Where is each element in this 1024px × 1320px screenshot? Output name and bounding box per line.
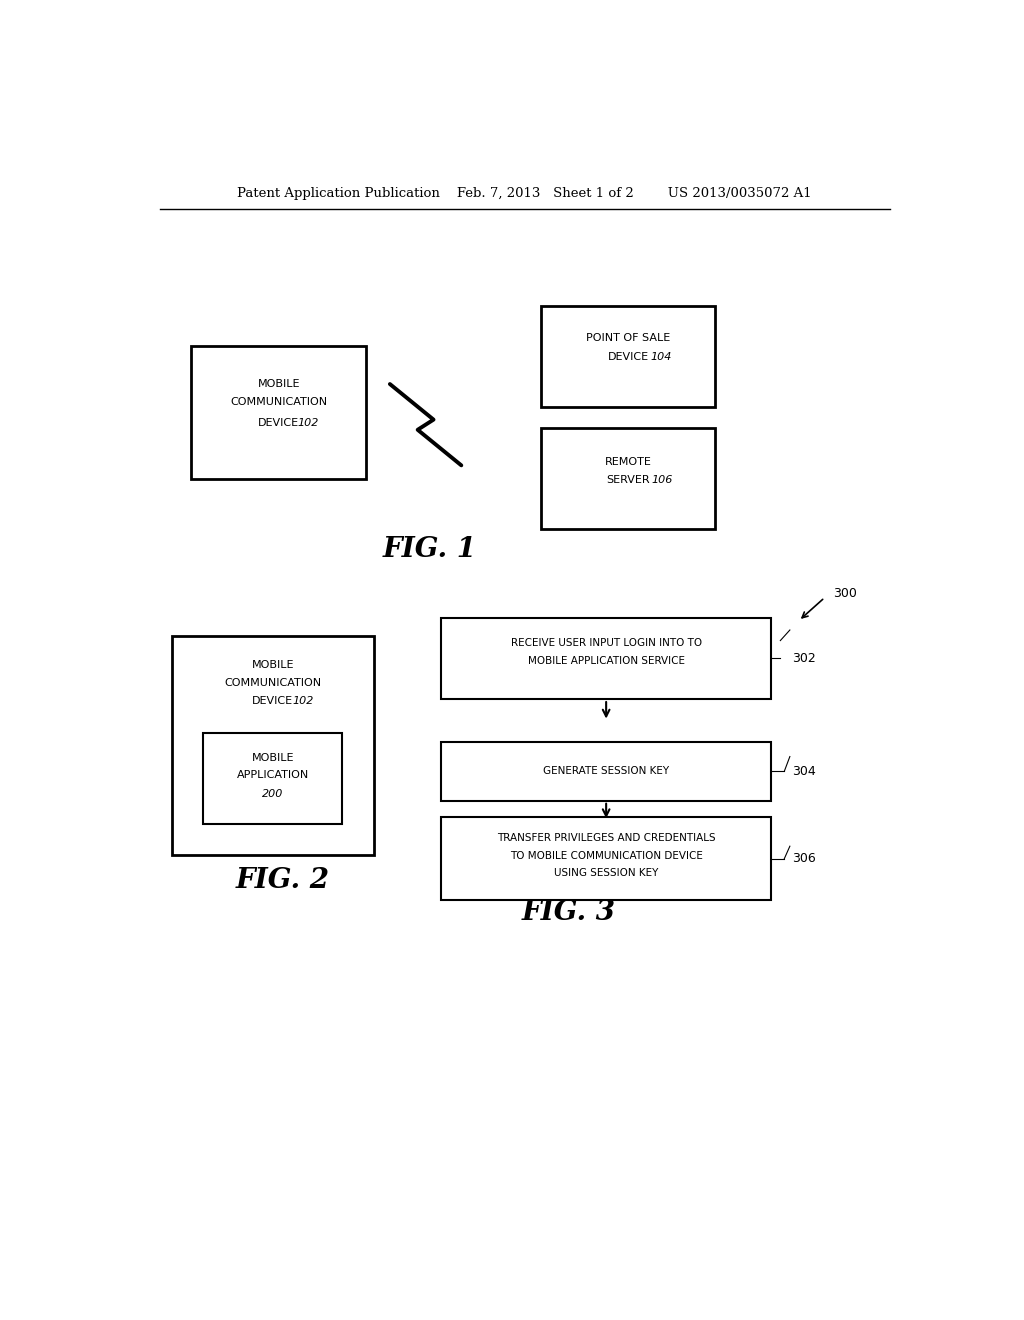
Text: 300: 300 [833, 587, 857, 599]
Bar [541, 428, 715, 529]
Text: DEVICE: DEVICE [258, 417, 299, 428]
Text: DEVICE: DEVICE [607, 351, 648, 362]
Text: 106: 106 [652, 475, 673, 484]
Text: MOBILE: MOBILE [257, 379, 300, 389]
Bar [172, 636, 374, 854]
Text: MOBILE: MOBILE [252, 754, 294, 763]
Bar [541, 306, 715, 408]
Text: DEVICE: DEVICE [252, 696, 294, 706]
Text: FIG. 2: FIG. 2 [236, 866, 330, 894]
Text: SERVER: SERVER [606, 475, 650, 484]
Text: USING SESSION KEY: USING SESSION KEY [554, 869, 658, 878]
Text: 102: 102 [293, 696, 314, 706]
Text: MOBILE: MOBILE [252, 660, 294, 669]
Text: Patent Application Publication    Feb. 7, 2013   Sheet 1 of 2        US 2013/003: Patent Application Publication Feb. 7, 2… [238, 187, 812, 201]
Text: REMOTE: REMOTE [604, 457, 651, 467]
Text: TRANSFER PRIVILEGES AND CREDENTIALS: TRANSFER PRIVILEGES AND CREDENTIALS [497, 833, 716, 843]
Text: 102: 102 [297, 417, 318, 428]
Text: 104: 104 [650, 351, 672, 362]
Text: FIG. 3: FIG. 3 [521, 899, 615, 927]
Bar [441, 742, 771, 801]
Bar [191, 346, 367, 479]
Text: RECEIVE USER INPUT LOGIN INTO TO: RECEIVE USER INPUT LOGIN INTO TO [511, 639, 701, 648]
Text: 306: 306 [793, 853, 816, 865]
Text: 100: 100 [642, 306, 667, 319]
Text: POINT OF SALE: POINT OF SALE [586, 334, 670, 343]
Text: APPLICATION: APPLICATION [237, 771, 309, 780]
Text: 304: 304 [793, 764, 816, 777]
Text: COMMUNICATION: COMMUNICATION [224, 678, 322, 688]
Text: GENERATE SESSION KEY: GENERATE SESSION KEY [543, 767, 670, 776]
Bar [204, 733, 342, 824]
Text: 200: 200 [262, 788, 284, 799]
Text: COMMUNICATION: COMMUNICATION [230, 397, 328, 408]
Text: MOBILE APPLICATION SERVICE: MOBILE APPLICATION SERVICE [527, 656, 685, 665]
Text: 302: 302 [793, 652, 816, 665]
Text: FIG. 1: FIG. 1 [383, 536, 476, 564]
Bar [441, 817, 771, 900]
Bar [441, 618, 771, 700]
Text: TO MOBILE COMMUNICATION DEVICE: TO MOBILE COMMUNICATION DEVICE [510, 850, 702, 861]
